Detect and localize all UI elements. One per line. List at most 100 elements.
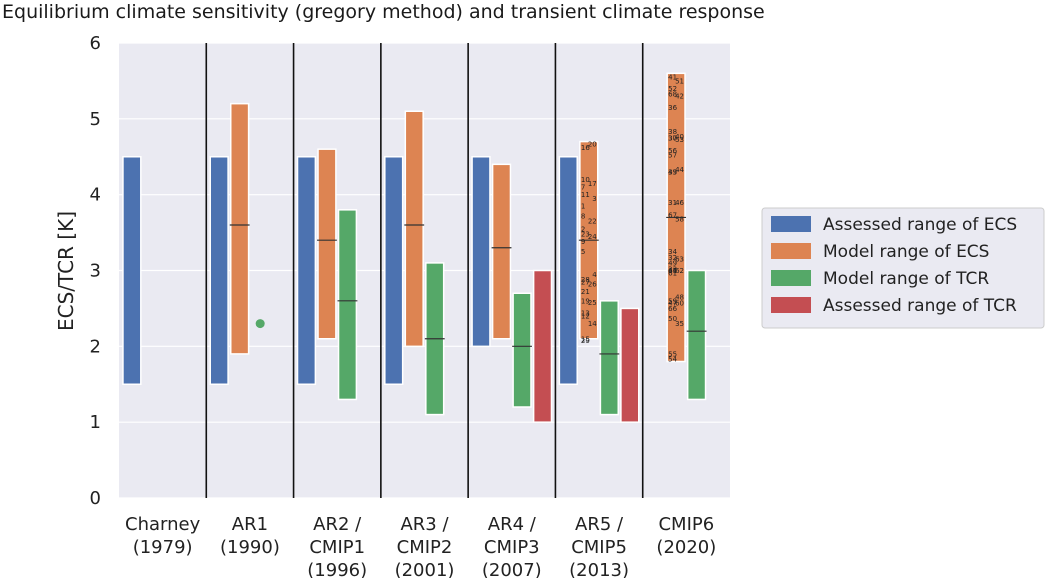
legend-swatch-assessed-range-of-tcr — [771, 297, 811, 313]
model-label: 58 — [675, 215, 684, 223]
model-label: 67 — [668, 212, 677, 220]
y-tick-label: 3 — [90, 261, 101, 282]
x-tick-label: AR2 / — [313, 514, 362, 535]
model-label: 13 — [581, 309, 590, 317]
model-label: 28 — [581, 276, 590, 284]
y-tick-label: 4 — [90, 185, 101, 206]
model-label: 29 — [581, 337, 590, 345]
bar-model-range-of-ecs — [229, 102, 250, 355]
legend-swatch-model-range-of-ecs — [771, 243, 811, 259]
model-label: 19 — [581, 297, 590, 305]
legend-swatch-assessed-range-of-ecs — [771, 216, 811, 232]
legend-label: Assessed range of TCR — [823, 296, 1017, 316]
model-label: 53 — [675, 136, 684, 144]
x-tick-label: (1996) — [307, 560, 367, 578]
legend-label: Model range of ECS — [823, 242, 989, 262]
x-tick-label: AR4 / — [488, 514, 537, 535]
model-label: 30 — [668, 134, 677, 142]
model-label: 25 — [588, 299, 597, 307]
model-label: 32 — [668, 254, 677, 262]
model-label: 61 — [668, 269, 677, 277]
model-label: 40 — [675, 133, 684, 141]
y-tick-label: 0 — [90, 488, 101, 509]
model-label: 9 — [581, 238, 585, 246]
model-label: 68 — [668, 90, 677, 98]
model-label: 60 — [675, 300, 684, 308]
legend-swatch-model-range-of-tcr — [771, 270, 811, 286]
model-label: 34 — [668, 248, 677, 256]
x-tick-label: (2001) — [395, 560, 455, 578]
model-label: 15 — [581, 335, 590, 343]
x-tick-label: CMIP2 — [397, 537, 453, 558]
model-label: 10 — [581, 176, 590, 184]
model-label: 33 — [668, 265, 677, 273]
model-label: 47 — [668, 300, 677, 308]
x-tick-label: AR3 / — [400, 514, 449, 535]
legend-box — [761, 207, 1045, 329]
model-label: 42 — [675, 93, 684, 101]
bar-assessed-range-of-ecs — [558, 156, 578, 385]
legend-label: Model range of TCR — [823, 269, 989, 289]
bar-model-range-of-ecs — [404, 110, 424, 348]
bar-assessed-range-of-ecs — [209, 156, 229, 385]
model-label: 39 — [668, 168, 677, 176]
model-label: 56 — [668, 147, 677, 155]
model-label: 48 — [675, 294, 684, 302]
x-tick-label: CMIP6 — [658, 514, 714, 535]
model-label: 55 — [668, 350, 677, 358]
y-axis-label: ECS/TCR [K] — [54, 211, 78, 331]
model-label: 37 — [668, 134, 677, 142]
model-label: 2 — [581, 225, 585, 233]
model-label: 50 — [668, 315, 677, 323]
model-label: 12 — [581, 313, 590, 321]
y-tick-label: 2 — [90, 336, 101, 357]
model-label: 7 — [581, 184, 585, 192]
y-tick-label: 5 — [90, 109, 101, 130]
y-tick-label: 1 — [90, 412, 101, 433]
x-tick-label: (2020) — [656, 537, 716, 558]
bar-assessed-range-of-ecs — [471, 156, 491, 348]
x-tick-label: (2013) — [569, 560, 629, 578]
x-tick-label: Charney — [125, 514, 201, 535]
model-label: 21 — [581, 288, 590, 296]
model-label: 38 — [668, 128, 677, 136]
x-tick-label: CMIP3 — [484, 537, 540, 558]
model-label: 31 — [668, 199, 677, 207]
model-label: 41 — [668, 74, 677, 82]
chart-title: Equilibrium climate sensitivity (gregory… — [2, 1, 765, 23]
model-label: 44 — [675, 166, 684, 174]
bar-assessed-range-of-ecs — [122, 156, 142, 385]
x-tick-label: (1979) — [133, 537, 193, 558]
bar-assessed-range-of-tcr — [620, 307, 640, 423]
bar-assessed-range-of-ecs — [296, 156, 317, 385]
x-tick-label: (1990) — [220, 537, 280, 558]
model-label: 45 — [668, 267, 677, 275]
model-label: 14 — [588, 320, 597, 328]
bar-model-range-of-ecs — [491, 163, 512, 340]
bar-model-range-of-tcr — [512, 292, 532, 408]
model-label: 59 — [668, 297, 677, 305]
model-label: 17 — [588, 180, 597, 188]
model-label: 16 — [581, 144, 590, 152]
model-label: 23 — [581, 231, 590, 239]
model-label: 66 — [668, 305, 677, 313]
model-label: 20 — [588, 140, 597, 148]
model-label: 43 — [668, 168, 677, 176]
model-label: 51 — [675, 77, 684, 85]
bar-model-range-of-tcr — [686, 269, 707, 401]
model-label: 24 — [588, 233, 597, 241]
x-tick-label: CMIP5 — [571, 537, 627, 558]
bar-model-range-of-ecs — [317, 148, 337, 340]
bar-model-range-of-tcr — [337, 209, 358, 401]
model-label: 36 — [668, 104, 677, 112]
bar-assessed-range-of-tcr — [532, 269, 553, 423]
model-label: 64 — [668, 267, 677, 275]
model-label: 8 — [581, 212, 585, 220]
legend: Assessed range of ECS Model range of ECS M… — [761, 207, 1045, 329]
legend-label: Assessed range of ECS — [823, 215, 1017, 235]
model-label: 35 — [675, 320, 684, 328]
model-label: 22 — [588, 218, 597, 226]
model-label: 62 — [675, 267, 684, 275]
